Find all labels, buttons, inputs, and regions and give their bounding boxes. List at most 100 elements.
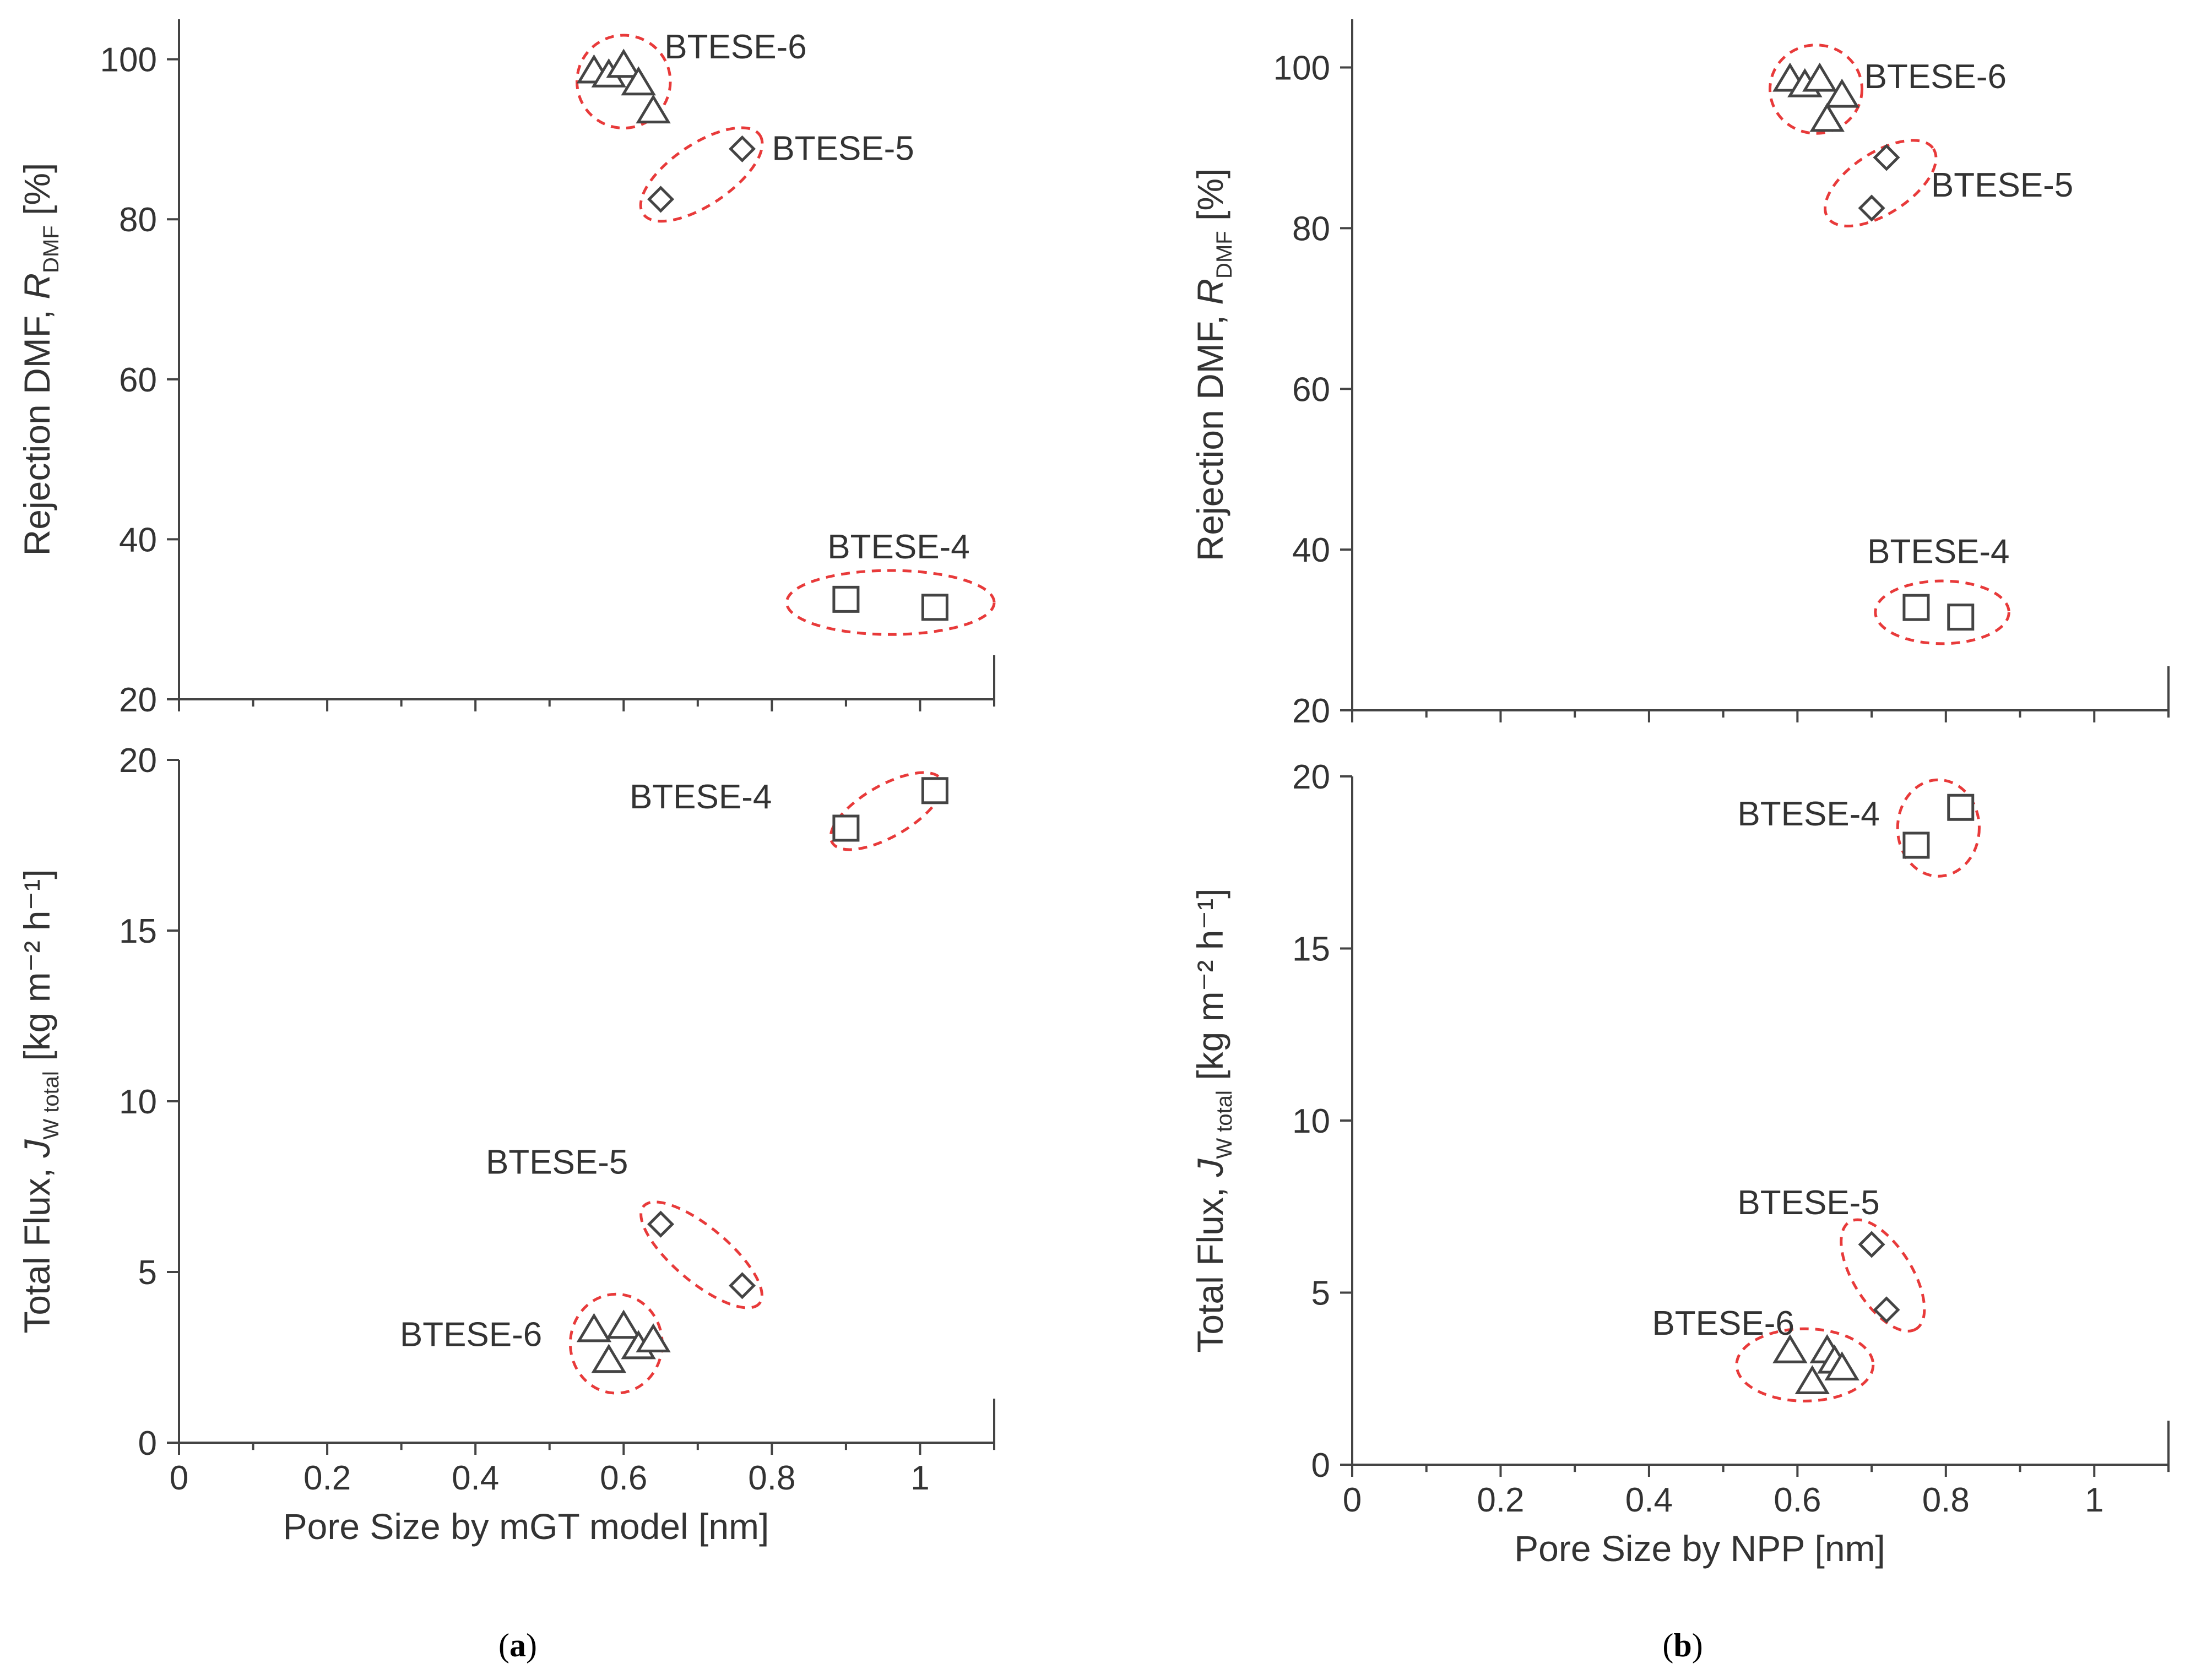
y-axis-label: Total Flux, JW total [kg m⁻² h⁻¹] (17, 869, 63, 1333)
y-axis-label-unit: [%] (17, 163, 57, 226)
x-axis-label: Pore Size by mGT model [nm] (283, 1506, 769, 1547)
y-tick-label: 100 (1273, 50, 1330, 88)
y-axis-label: Total Flux, JW total [kg m⁻² h⁻¹] (1190, 888, 1237, 1352)
y-tick-label: 80 (119, 201, 157, 239)
y-axis-label-subscript: W total (39, 1071, 63, 1139)
y-tick-label: 20 (1292, 692, 1330, 730)
y-axis-label-symbol: R (1190, 279, 1230, 305)
data-point-btese-6-triangle (606, 1309, 641, 1339)
group-ellipse-btese-5 (639, 126, 764, 223)
annotation-btese-6: BTESE-6 (664, 28, 806, 66)
x-tick-label: 0.4 (452, 1459, 499, 1497)
x-tick-label: 1 (2085, 1481, 2103, 1519)
data-point-btese-6-triangle (636, 94, 671, 124)
panel-label-b-open: ( (1662, 1627, 1673, 1663)
y-tick-label: 15 (119, 912, 157, 950)
data-point-btese-6-triangle (576, 1313, 612, 1342)
panel-label-a-open: ( (498, 1627, 509, 1663)
x-tick-label: 0 (1343, 1481, 1362, 1519)
annotation-btese-5: BTESE-5 (1931, 166, 2073, 204)
y-tick-label: 15 (1292, 931, 1330, 969)
y-axis-label: Rejection DMF, RDMF [%] (1190, 168, 1237, 562)
annotation-btese-5: BTESE-5 (1737, 1184, 1879, 1222)
annotation-btese-6: BTESE-6 (400, 1316, 542, 1354)
x-axis-label: Pore Size by NPP [nm] (1514, 1528, 1885, 1569)
annotation-btese-4: BTESE-4 (827, 528, 969, 566)
annotation-btese-6: BTESE-6 (1864, 58, 2007, 96)
group-ellipse-btese-4 (829, 771, 945, 851)
panel-label-b-close: ) (1692, 1627, 1703, 1663)
data-point-btese-5-diamond (1858, 1231, 1885, 1258)
group-ellipse-btese-5 (1840, 1218, 1926, 1333)
x-tick-label: 0.8 (748, 1459, 795, 1497)
panel-label-b: (b) (1662, 1627, 1703, 1663)
annotation-btese-4: BTESE-4 (1737, 795, 1879, 833)
data-point-btese-6-triangle (1802, 62, 1837, 92)
x-tick-label: 0.2 (303, 1459, 351, 1497)
y-tick-label: 0 (1311, 1447, 1330, 1485)
y-tick-label: 10 (119, 1083, 157, 1121)
data-point-btese-4-square (921, 594, 948, 621)
data-point-btese-6-triangle (1809, 102, 1845, 132)
panel-label-a-letter: a (509, 1627, 526, 1663)
data-point-btese-5-diamond (647, 1210, 675, 1238)
x-tick-label: 0.8 (1922, 1481, 1970, 1519)
data-point-btese-4-square (832, 814, 860, 842)
group-ellipse-btese-4 (1874, 579, 2010, 645)
y-tick-label: 20 (119, 742, 157, 780)
y-tick-label: 10 (1292, 1102, 1330, 1140)
y-axis-label-subscript: DMF (39, 225, 63, 273)
chart-a-top: 20 40 60 80 100 Rejection DMF, RDMF [%] BTESE-… (17, 19, 996, 719)
group-ellipse-btese-6 (1769, 44, 1864, 135)
annotation-btese-4: BTESE-4 (630, 778, 772, 816)
annotation-btese-6: BTESE-6 (1652, 1304, 1794, 1342)
data-point-btese-5-diamond (1873, 1296, 1900, 1324)
y-axis-label-text: Total Flux, (1190, 1177, 1230, 1353)
data-point-btese-5-diamond (1873, 144, 1900, 171)
data-point-btese-4-square (1902, 831, 1930, 859)
data-point-btese-6-triangle (1824, 1351, 1859, 1380)
annotation-btese-5: BTESE-5 (486, 1144, 628, 1182)
data-point-btese-5-diamond (1858, 194, 1885, 222)
data-point-btese-5-diamond (729, 135, 756, 162)
data-point-btese-6-triangle (1794, 1365, 1830, 1394)
panel-label-a: (a) (498, 1627, 537, 1663)
group-ellipse-btese-6 (1896, 778, 1981, 878)
y-tick-label: 80 (1292, 210, 1330, 248)
y-tick-label: 40 (119, 521, 157, 559)
y-tick-label: 20 (1292, 758, 1330, 796)
y-tick-label: 0 (138, 1425, 157, 1462)
y-axis-label-symbol: R (17, 273, 57, 300)
chart-b-top: 20 40 60 80 100 Rejection DMF, RDMF [%] BTESE-… (1190, 19, 2170, 730)
y-tick-label: 60 (1292, 371, 1330, 409)
group-ellipse-btese-4 (1735, 1327, 1875, 1402)
y-axis-label-text: Rejection DMF, (17, 300, 57, 556)
data-point-btese-6-triangle (1772, 1334, 1808, 1363)
x-tick-label: 0.2 (1477, 1481, 1524, 1519)
data-point-btese-6-triangle (1824, 78, 1859, 108)
data-point-btese-4-square (832, 585, 860, 613)
y-tick-label: 5 (138, 1254, 157, 1292)
data-point-btese-4-square (921, 777, 948, 804)
y-axis-label-text: Rejection DMF, (1190, 305, 1230, 562)
y-axis-label-unit: [%] (1190, 168, 1230, 231)
data-point-btese-4-square (1947, 604, 1975, 631)
x-tick-label: 0.6 (600, 1459, 647, 1497)
y-axis-label-symbol: J (17, 1139, 57, 1159)
x-tick-label: 0.4 (1625, 1481, 1673, 1519)
panel-label-b-letter: b (1673, 1627, 1691, 1663)
y-tick-label: 20 (119, 681, 157, 719)
y-axis-label-text: Total Flux, (17, 1158, 57, 1334)
data-point-btese-5-diamond (647, 186, 675, 213)
annotation-btese-5: BTESE-5 (772, 129, 914, 167)
y-tick-label: 5 (1311, 1275, 1330, 1313)
data-point-btese-6-triangle (636, 1323, 671, 1352)
y-tick-label: 100 (100, 41, 157, 79)
data-point-btese-4-square (1947, 793, 1975, 821)
y-axis-label-subscript: W total (1212, 1090, 1237, 1159)
group-ellipse-btese-6 (576, 34, 672, 130)
